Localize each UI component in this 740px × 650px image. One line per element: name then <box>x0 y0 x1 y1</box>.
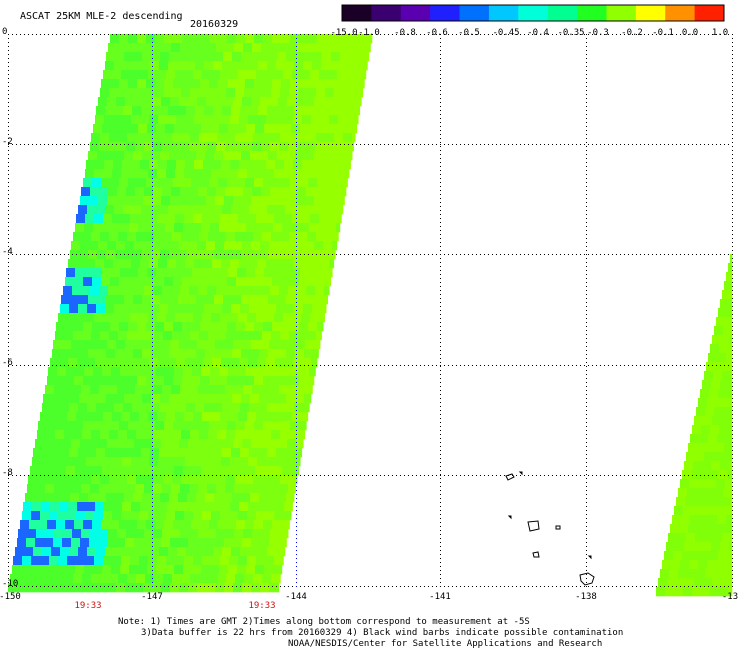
island-outlines <box>505 471 595 586</box>
pass-time-label: 19:33 <box>248 601 276 611</box>
colorbar-label: -0.6 <box>426 28 448 38</box>
colorbar-label: -0.5 <box>458 28 480 38</box>
note-line-1: Note: 1) Times are GMT 2)Times along bot… <box>118 617 530 627</box>
colorbar <box>341 4 725 22</box>
longitude-label: -138 <box>575 592 597 602</box>
longitude-label: -150 <box>0 592 21 602</box>
latitude-label: -2 <box>2 137 13 147</box>
colorbar-segment <box>665 5 696 21</box>
colorbar-segment <box>694 5 725 21</box>
product-date: 20160329 <box>190 19 239 30</box>
colorbar-segment <box>547 5 578 21</box>
colorbar-segment <box>488 5 519 21</box>
colorbar-label: -0.1 <box>652 28 674 38</box>
colorbar-label: 1.0 <box>711 28 729 38</box>
note-line-3: NOAA/NESDIS/Center for Satellite Applica… <box>288 639 603 649</box>
colorbar-label: 0.0 <box>681 28 699 38</box>
latitude-label: -10 <box>2 579 19 589</box>
island-outline <box>505 473 515 481</box>
colorbar-segment <box>430 5 461 21</box>
colorbar-segment <box>606 5 637 21</box>
pass-time-label: 19:33 <box>74 601 102 611</box>
island-outline <box>532 551 540 558</box>
colorbar-label: -0.2 <box>621 28 643 38</box>
island-outline <box>518 471 523 476</box>
island-outline <box>527 520 540 532</box>
note-line-2: 3)Data buffer is 22 hrs from 20160329 4)… <box>141 628 624 638</box>
colorbar-label: -0.3 <box>587 28 609 38</box>
longitude-label: -141 <box>429 592 451 602</box>
island-outline <box>579 572 595 586</box>
island-outline <box>507 515 512 520</box>
colorbar-segment <box>635 5 666 21</box>
island-outline <box>555 525 561 530</box>
colorbar-border <box>341 4 725 22</box>
colorbar-label: -0.8 <box>394 28 416 38</box>
latitude-label: -8 <box>2 468 13 478</box>
island-outline <box>587 555 592 560</box>
colorbar-segment <box>342 5 372 21</box>
ascat-swath-right <box>656 254 733 597</box>
colorbar-segment <box>518 5 549 21</box>
product-title: ASCAT 25KM MLE-2 descending <box>20 11 183 22</box>
colorbar-label: -0.45 <box>492 28 520 38</box>
longitude-label: -144 <box>285 592 307 602</box>
colorbar-segment <box>577 5 607 21</box>
colorbar-label: -0.4 <box>527 28 549 38</box>
latitude-label: -4 <box>2 247 13 257</box>
colorbar-label: -0.35 <box>557 28 585 38</box>
latitude-label: -6 <box>2 358 13 368</box>
longitude-label: -147 <box>141 592 163 602</box>
latitude-label: 0 <box>2 27 8 37</box>
colorbar-label: -15.0 <box>330 28 358 38</box>
colorbar-segment <box>459 5 490 21</box>
colorbar-label: -1.0 <box>358 28 380 38</box>
colorbar-segment <box>371 5 402 21</box>
ascat-swath-left <box>8 34 373 593</box>
colorbar-segment <box>400 5 431 21</box>
blue-reference-lines <box>152 34 297 588</box>
longitude-label: -13 <box>721 592 739 602</box>
